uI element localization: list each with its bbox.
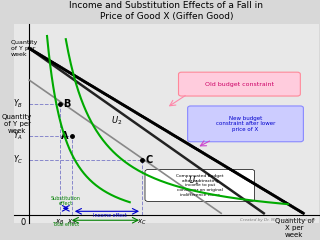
Text: Compensated Budget
after subtracting
income to put
consumer on original
indiffer: Compensated Budget after subtracting inc… (176, 174, 224, 197)
Text: Substitution
effect: Substitution effect (51, 196, 81, 206)
Text: Created by Dr. Michael Nieswiadomy: Created by Dr. Michael Nieswiadomy (240, 218, 316, 222)
Text: $x_C$: $x_C$ (137, 218, 147, 228)
FancyBboxPatch shape (145, 170, 255, 201)
Text: New budget
constraint after lower
price of X: New budget constraint after lower price … (216, 115, 275, 132)
Text: $x_A$: $x_A$ (67, 218, 76, 228)
Text: $x_B$: $x_B$ (55, 218, 64, 228)
Text: Income and Substitution Effects of a Fall in
Price of Good X (Giffen Good): Income and Substitution Effects of a Fal… (69, 1, 263, 20)
FancyBboxPatch shape (188, 106, 303, 142)
Text: 0: 0 (21, 218, 26, 227)
Text: $Y_B$: $Y_B$ (13, 98, 23, 110)
Text: $Y_A$: $Y_A$ (13, 130, 23, 142)
Text: $Y_C$: $Y_C$ (13, 153, 23, 166)
Text: Quantity of
X per
week: Quantity of X per week (275, 218, 314, 238)
Text: C: C (145, 155, 152, 165)
Text: B: B (63, 99, 70, 109)
Text: Income effect: Income effect (93, 213, 127, 218)
Text: Old budget constraint: Old budget constraint (205, 82, 274, 87)
Text: Total effect: Total effect (52, 222, 79, 227)
Text: $U_2$: $U_2$ (111, 115, 123, 127)
Text: A: A (61, 131, 69, 141)
FancyBboxPatch shape (179, 72, 300, 96)
Text: $U_1$: $U_1$ (188, 174, 199, 187)
Text: Quantity
of Y per
week: Quantity of Y per week (11, 40, 38, 57)
Text: Quantity
of Y per
week: Quantity of Y per week (2, 114, 32, 134)
